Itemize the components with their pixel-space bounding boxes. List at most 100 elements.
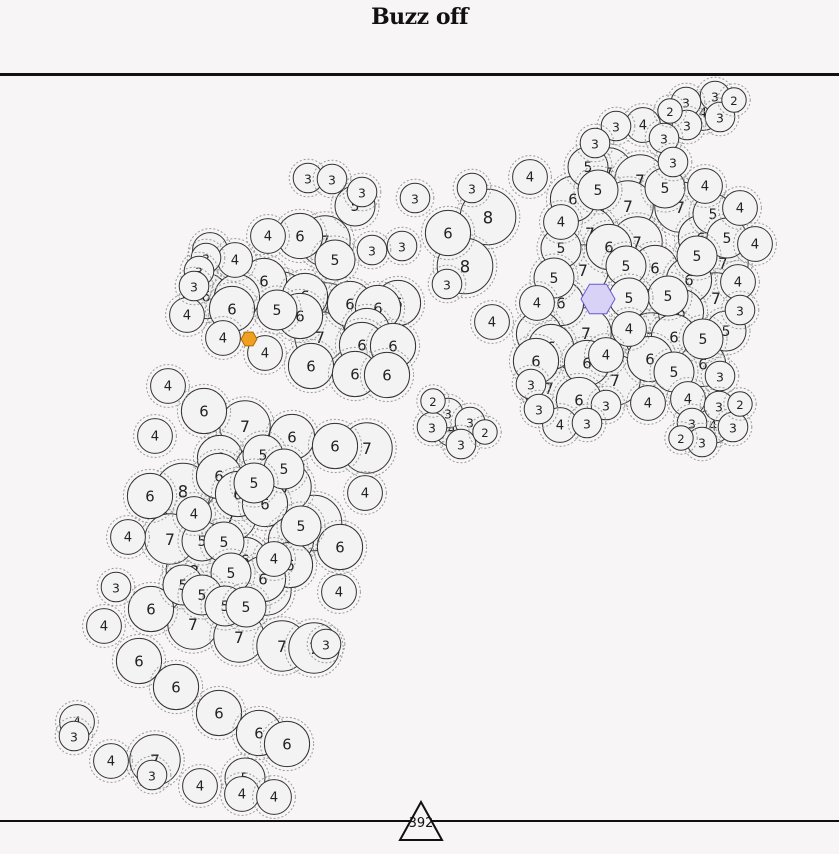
cell-106[interactable]: 5 — [252, 285, 302, 335]
cell-165[interactable]: 5 — [221, 582, 271, 632]
cell-79[interactable]: 3 — [452, 168, 492, 208]
cell-153[interactable]: 4 — [252, 537, 296, 581]
cell-128[interactable]: 6 — [307, 418, 363, 474]
cell-17[interactable]: 4 — [683, 164, 727, 208]
cell-94[interactable]: 5 — [310, 235, 360, 285]
cell-value: 6 — [335, 540, 344, 557]
cell-66[interactable]: 4 — [626, 381, 670, 425]
cell-122[interactable]: 6 — [359, 347, 415, 403]
cell-123[interactable]: 4 — [146, 364, 190, 408]
cell-166[interactable]: 4 — [82, 604, 126, 648]
cell-ring — [229, 458, 279, 508]
cell-77[interactable]: 3 — [682, 422, 722, 462]
cell-61[interactable]: 3 — [511, 364, 551, 404]
cell-body — [225, 586, 267, 628]
cell-value: 3 — [398, 240, 406, 255]
selected-hex[interactable] — [580, 283, 616, 315]
cell-42[interactable]: 4 — [515, 281, 559, 325]
cell-178[interactable]: 6 — [259, 716, 315, 772]
cell-31[interactable]: 5 — [672, 231, 722, 281]
cell-139[interactable]: 4 — [343, 471, 387, 515]
cell-ring — [246, 214, 290, 258]
cell-28[interactable]: 4 — [733, 222, 777, 266]
cell-3[interactable]: 2 — [653, 94, 687, 128]
cell-142[interactable]: 4 — [172, 492, 216, 536]
cell-body — [431, 268, 463, 300]
cell-124[interactable]: 6 — [176, 383, 232, 439]
cell-135[interactable]: 5 — [229, 458, 279, 508]
cell-10[interactable]: 3 — [575, 123, 615, 163]
cell-119[interactable]: 4 — [243, 331, 287, 375]
cell-value: 6 — [254, 726, 263, 743]
cell-107[interactable]: 4 — [165, 293, 209, 337]
cell-81[interactable]: 6 — [420, 205, 476, 261]
cell-1[interactable]: 2 — [717, 83, 751, 117]
cell-173[interactable]: 6 — [148, 659, 204, 715]
cell-125[interactable]: 4 — [133, 414, 177, 458]
cell-69[interactable]: 2 — [723, 387, 757, 421]
cell-45[interactable]: 3 — [720, 290, 760, 330]
cell-116[interactable]: 4 — [201, 316, 245, 360]
cell-value: 3 — [457, 438, 465, 453]
cell-185[interactable]: 4 — [252, 775, 296, 819]
cell-86[interactable]: 3 — [382, 226, 422, 266]
cell-54[interactable]: 4 — [584, 333, 628, 377]
cell-70[interactable]: 3 — [519, 389, 559, 429]
cell-33[interactable]: 5 — [601, 241, 651, 291]
cell-ring — [416, 384, 450, 418]
cell-186[interactable]: 2 — [416, 384, 450, 418]
game-board[interactable]: 8888877777777777777777777777777776666666… — [0, 76, 839, 820]
cell-11[interactable]: 3 — [653, 142, 693, 182]
cell-ring — [607, 307, 651, 351]
cell-181[interactable]: 3 — [132, 755, 172, 795]
cell-191[interactable]: 2 — [468, 415, 502, 449]
cell-171[interactable]: 3 — [306, 624, 346, 664]
cell-22[interactable]: 4 — [718, 186, 762, 230]
cell-46[interactable]: 4 — [607, 307, 651, 351]
cell-23[interactable]: 4 — [539, 200, 583, 244]
cell-body — [630, 385, 666, 421]
cell-158[interactable]: 3 — [96, 567, 136, 607]
cell-176[interactable]: 3 — [54, 716, 94, 756]
cell-value: 7 — [234, 629, 244, 647]
cell-83[interactable]: 3 — [427, 264, 467, 304]
cell-84[interactable]: 4 — [470, 300, 514, 344]
cell-95[interactable]: 3 — [352, 230, 392, 270]
cell-ring — [596, 106, 636, 146]
cell-value: 6 — [373, 301, 382, 318]
cell-162[interactable]: 4 — [317, 570, 361, 614]
cell-38[interactable]: 4 — [716, 260, 760, 304]
cell-72[interactable]: 3 — [567, 403, 607, 443]
cell-101[interactable]: 3 — [174, 266, 214, 306]
cell-172[interactable]: 6 — [111, 633, 167, 689]
cell-body — [311, 422, 359, 470]
cell-51[interactable]: 5 — [678, 314, 728, 364]
cell-value: 3 — [583, 417, 591, 432]
cell-192[interactable]: 3 — [441, 424, 481, 464]
cell-65[interactable]: 3 — [586, 385, 626, 425]
cell-120[interactable]: 6 — [283, 338, 339, 394]
cell-90[interactable]: 3 — [342, 172, 382, 212]
cell-7[interactable]: 3 — [596, 106, 636, 146]
cell-value: 3 — [527, 378, 535, 393]
cell-value: 6 — [669, 330, 678, 347]
cell-144[interactable]: 5 — [276, 501, 326, 551]
cell-value: 6 — [145, 489, 154, 506]
cell-value: 2 — [677, 432, 684, 446]
cell-179[interactable]: 4 — [89, 739, 133, 783]
cell-value: 3 — [660, 132, 668, 147]
cell-78[interactable]: 4 — [508, 155, 552, 199]
cell-146[interactable]: 4 — [106, 515, 150, 559]
cell-91[interactable]: 4 — [246, 214, 290, 258]
cell-88[interactable]: 3 — [312, 159, 352, 199]
cell-15[interactable]: 5 — [573, 165, 623, 215]
cell-151[interactable]: 6 — [312, 519, 368, 575]
player-marker[interactable] — [240, 331, 258, 347]
cell-183[interactable]: 4 — [178, 764, 222, 808]
cell-76[interactable]: 2 — [664, 421, 698, 455]
cell-85[interactable]: 3 — [395, 178, 435, 218]
cell-ring — [539, 200, 583, 244]
cell-138[interactable]: 6 — [122, 468, 178, 524]
cell-39[interactable]: 5 — [643, 271, 693, 321]
cell-174[interactable]: 6 — [191, 685, 247, 741]
